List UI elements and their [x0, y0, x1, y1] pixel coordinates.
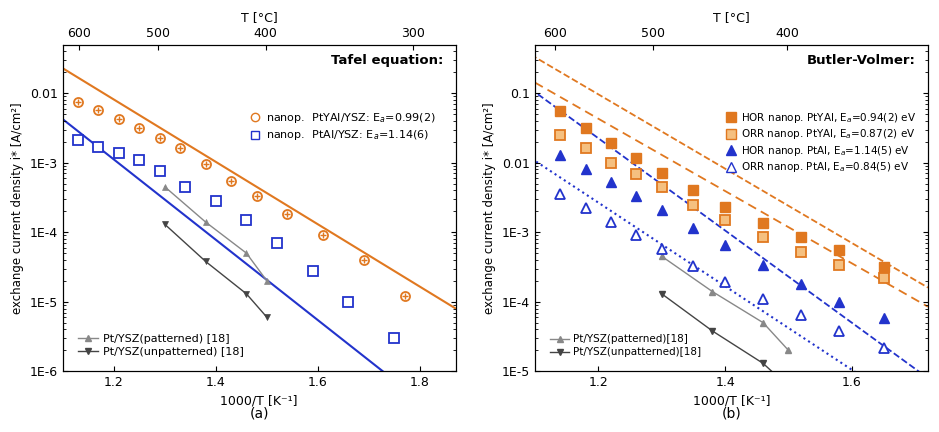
Text: Tafel equation:: Tafel equation: [331, 54, 444, 67]
Legend: Pt/YSZ(patterned) [18], Pt/YSZ(unpatterned) [18]: Pt/YSZ(patterned) [18], Pt/YSZ(unpattern… [76, 331, 246, 359]
Legend: Pt/YSZ(patterned)[18], Pt/YSZ(unpatterned)[18]: Pt/YSZ(patterned)[18], Pt/YSZ(unpatterne… [548, 332, 703, 359]
Y-axis label: exchange current density i* [A/cm²]: exchange current density i* [A/cm²] [484, 102, 497, 314]
X-axis label: T [°C]: T [°C] [240, 11, 278, 24]
X-axis label: 1000/T [K⁻¹]: 1000/T [K⁻¹] [221, 395, 298, 408]
Y-axis label: exchange current density i* [A/cm²]: exchange current density i* [A/cm²] [11, 102, 24, 314]
X-axis label: 1000/T [K⁻¹]: 1000/T [K⁻¹] [693, 395, 770, 408]
Text: (a): (a) [250, 406, 269, 420]
X-axis label: T [°C]: T [°C] [713, 11, 750, 24]
Text: Butler-Volmer:: Butler-Volmer: [808, 54, 916, 67]
Text: (b): (b) [721, 406, 742, 420]
